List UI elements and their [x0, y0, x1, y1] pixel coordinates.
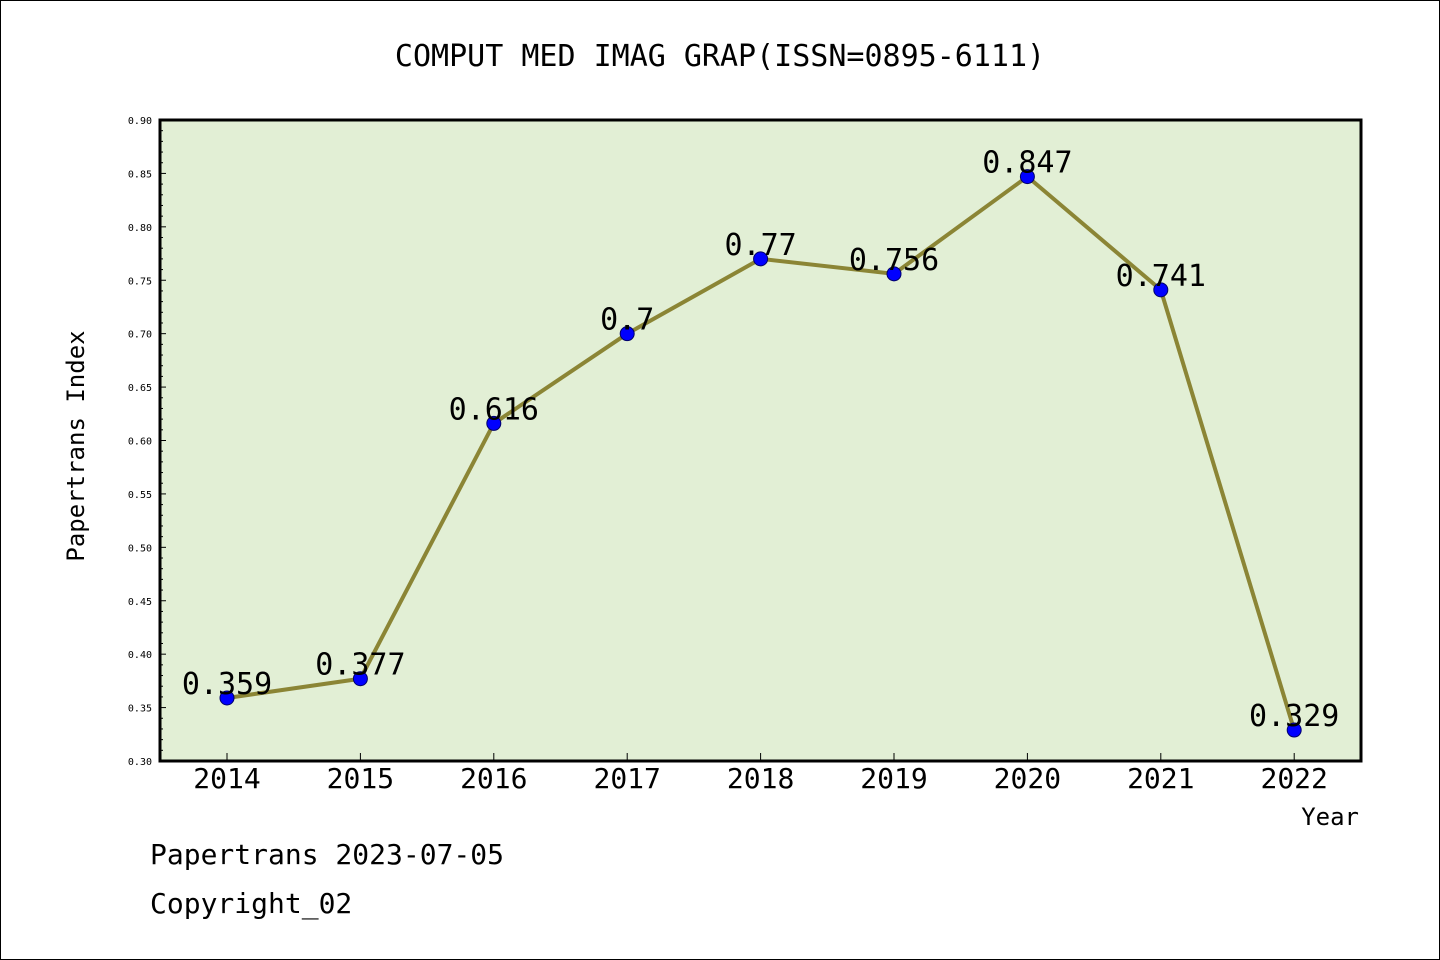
y-tick-label: 0.75 — [128, 276, 152, 287]
data-label: 0.741 — [1116, 259, 1206, 294]
y-tick-label: 0.40 — [128, 650, 152, 661]
x-tick-label: 2018 — [727, 762, 794, 795]
data-point — [486, 415, 502, 431]
x-tick-label: 2019 — [860, 762, 927, 795]
y-tick-label: 0.90 — [128, 116, 152, 127]
series-line-group — [219, 169, 1302, 738]
data-label: 0.847 — [982, 146, 1072, 181]
x-tick-label: 2014 — [193, 762, 260, 795]
x-tick-label: 2015 — [327, 762, 394, 795]
data-label: 0.756 — [849, 243, 939, 278]
data-point — [1286, 722, 1302, 738]
data-point — [1019, 169, 1035, 185]
data-label: 0.616 — [449, 392, 539, 427]
x-tick-label: 2017 — [593, 762, 660, 795]
y-tick-label: 0.50 — [128, 543, 152, 554]
data-label: 0.377 — [315, 648, 405, 683]
data-point — [1153, 282, 1169, 298]
data-point — [352, 671, 368, 687]
footer-copyright: Copyright_02 — [150, 887, 352, 921]
x-axis: 2014 2015 2016 2017 2018 2019 2020 2021 2022 — [193, 753, 1328, 795]
data-labels: 0.359 0.377 0.616 0.7 0.77 0.756 0.847 0.741 0.3… — [182, 146, 1340, 734]
data-label: 0.359 — [182, 667, 272, 702]
y-tick-label: 0.30 — [128, 757, 152, 768]
data-label: 0.77 — [724, 228, 796, 263]
x-tick-label: 2021 — [1127, 762, 1194, 795]
plot-border — [158, 118, 1363, 763]
data-point — [886, 266, 902, 282]
y-tick-label: 0.80 — [128, 223, 152, 234]
footer-date: Papertrans 2023-07-05 — [150, 838, 504, 871]
data-point — [219, 690, 235, 706]
y-tick-label: 0.35 — [128, 704, 152, 715]
data-point — [753, 251, 769, 267]
x-tick-label: 2020 — [994, 762, 1061, 795]
y-tick-label: 0.85 — [128, 169, 152, 180]
y-tick-label: 0.70 — [128, 330, 152, 341]
x-tick-label: 2022 — [1260, 762, 1327, 795]
data-point — [619, 326, 635, 342]
plot-area — [160, 120, 1361, 761]
x-tick-label: 2016 — [460, 762, 527, 795]
y-tick-label: 0.55 — [128, 490, 152, 501]
y-tick-label: 0.45 — [128, 597, 152, 608]
x-axis-label: Year — [1301, 803, 1359, 831]
data-label: 0.7 — [600, 303, 654, 338]
y-tick-label: 0.65 — [128, 383, 152, 394]
y-tick-label: 0.60 — [128, 437, 152, 448]
chart-title: COMPUT MED IMAG GRAP(ISSN=0895-6111) — [395, 39, 1045, 74]
y-axis-label: Papertrans Index — [62, 330, 90, 561]
data-label: 0.329 — [1249, 699, 1339, 734]
